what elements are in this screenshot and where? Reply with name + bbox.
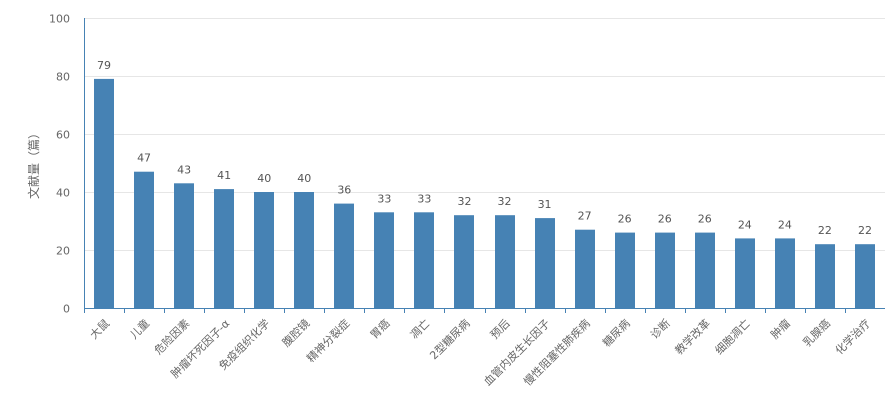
bar[interactable]	[334, 203, 354, 308]
bar[interactable]	[94, 78, 114, 309]
bar-value-label: 47	[137, 152, 151, 165]
bar[interactable]	[214, 189, 234, 308]
x-tick-label: 腹腔镜	[279, 316, 312, 349]
bar-value-label: 31	[538, 198, 552, 211]
bar-value-label: 32	[498, 195, 512, 208]
grid-layer	[84, 18, 885, 251]
x-tick-label: 大鼠	[87, 316, 112, 341]
y-tick-label: 80	[56, 71, 70, 84]
x-tick-label: 肿瘤	[768, 316, 793, 341]
bar-value-label: 43	[177, 163, 191, 176]
x-tick-label: 诊断	[647, 316, 672, 341]
bar-value-label: 41	[217, 169, 231, 182]
y-tick-label: 60	[56, 129, 70, 142]
bar-value-label: 40	[257, 172, 271, 185]
x-tick-label: 预后	[488, 317, 513, 342]
x-tick-label: 2型糖尿病	[427, 316, 473, 362]
bar[interactable]	[454, 215, 474, 308]
bar-value-label: 33	[417, 192, 431, 205]
bar[interactable]	[695, 232, 715, 308]
y-tick-label: 100	[49, 13, 70, 26]
bar-value-label: 26	[698, 213, 712, 226]
bar[interactable]	[174, 183, 194, 308]
bar-layer	[94, 78, 875, 309]
bar-value-label: 26	[658, 213, 672, 226]
x-tick-label: 教学改革	[672, 316, 713, 357]
bar-value-label: 40	[297, 172, 311, 185]
bar[interactable]	[495, 215, 515, 308]
bar[interactable]	[775, 238, 795, 308]
bar-value-label: 32	[457, 195, 471, 208]
bar-value-label: 33	[377, 192, 391, 205]
bar[interactable]	[735, 238, 755, 308]
x-tick-label: 慢性阻塞性肺疾病	[521, 316, 593, 388]
y-tick-label: 40	[56, 187, 70, 200]
bar[interactable]	[294, 192, 314, 308]
y-tick-label: 0	[63, 303, 70, 316]
bar[interactable]	[134, 171, 154, 308]
bar-value-label: 26	[618, 213, 632, 226]
axis-layer: 0 20 40 60 80 100	[49, 13, 885, 316]
y-axis-label: 文献量（篇）	[26, 127, 41, 199]
x-tick-label: 胃癌	[367, 316, 392, 341]
bar[interactable]	[535, 218, 555, 308]
x-tick-label: 糖尿病	[600, 316, 633, 349]
bar-value-label: 24	[778, 218, 792, 231]
y-tick-label: 20	[56, 245, 70, 258]
bar[interactable]	[575, 229, 595, 308]
x-tick-label: 化学治疗	[832, 316, 873, 357]
bar[interactable]	[615, 232, 635, 308]
x-tick-label: 凋亡	[407, 316, 432, 341]
bar[interactable]	[855, 244, 875, 308]
bar-value-label: 22	[858, 224, 872, 237]
x-tick-label: 血管内皮生长因子	[481, 316, 553, 388]
bar[interactable]	[815, 244, 835, 308]
bar[interactable]	[414, 212, 434, 308]
label-layer: 79大鼠47儿童43危险因素41肿瘤坏死因子-α40免疫组织化学40腹腔镜36精…	[87, 59, 873, 388]
bar-value-label: 24	[738, 218, 752, 231]
x-tick-label: 乳腺癌	[800, 316, 833, 349]
bar[interactable]	[374, 212, 394, 308]
bar[interactable]	[655, 232, 675, 308]
bar-value-label: 22	[818, 224, 832, 237]
x-tick-label: 儿童	[127, 316, 152, 341]
x-tick-label: 细胞凋亡	[712, 316, 753, 357]
bar-value-label: 79	[97, 59, 111, 72]
x-tick-label: 精神分裂症	[304, 316, 353, 365]
bar-value-label: 36	[337, 184, 351, 197]
bar-value-label: 27	[578, 210, 592, 223]
x-tick-label: 危险因素	[151, 316, 192, 357]
bar[interactable]	[254, 192, 274, 308]
